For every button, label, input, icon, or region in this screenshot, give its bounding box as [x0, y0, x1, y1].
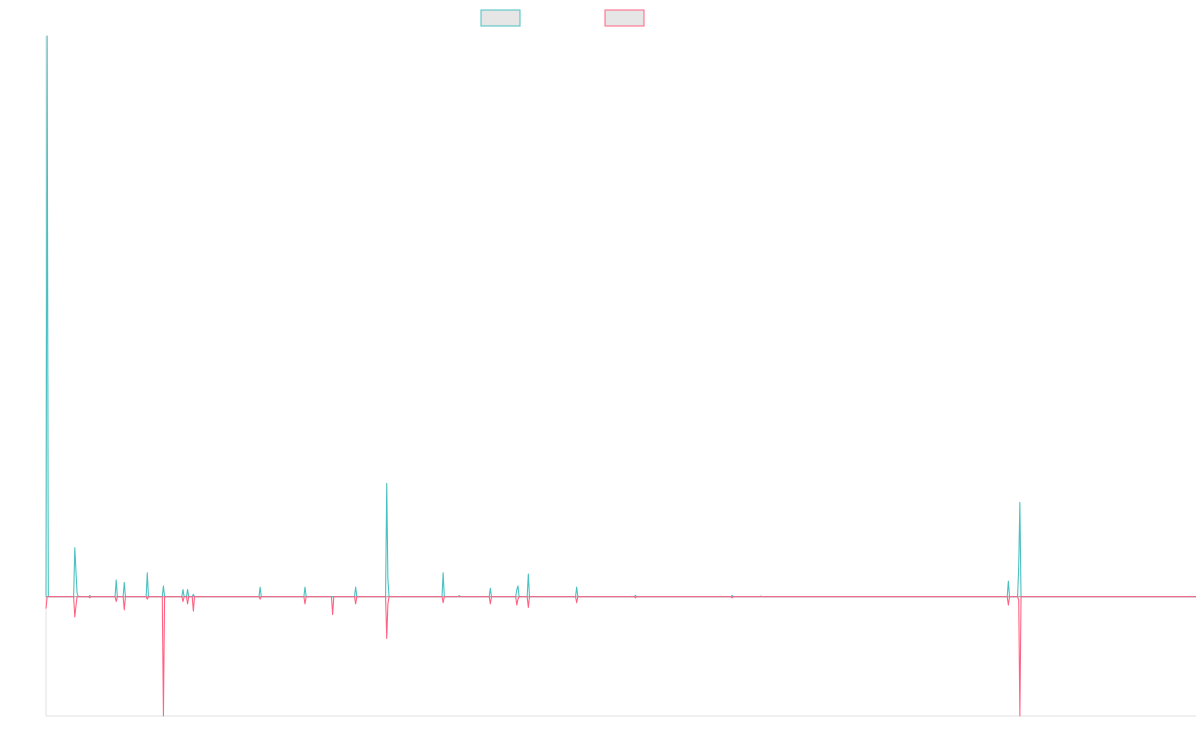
axes	[45, 36, 1196, 717]
legend-swatch-series-b[interactable]	[604, 9, 645, 27]
series-a-line	[45, 35, 1196, 598]
legend	[480, 9, 645, 27]
series-b-line	[45, 596, 1196, 717]
legend-swatch-series-a[interactable]	[480, 9, 521, 27]
series-layer	[45, 35, 1196, 717]
